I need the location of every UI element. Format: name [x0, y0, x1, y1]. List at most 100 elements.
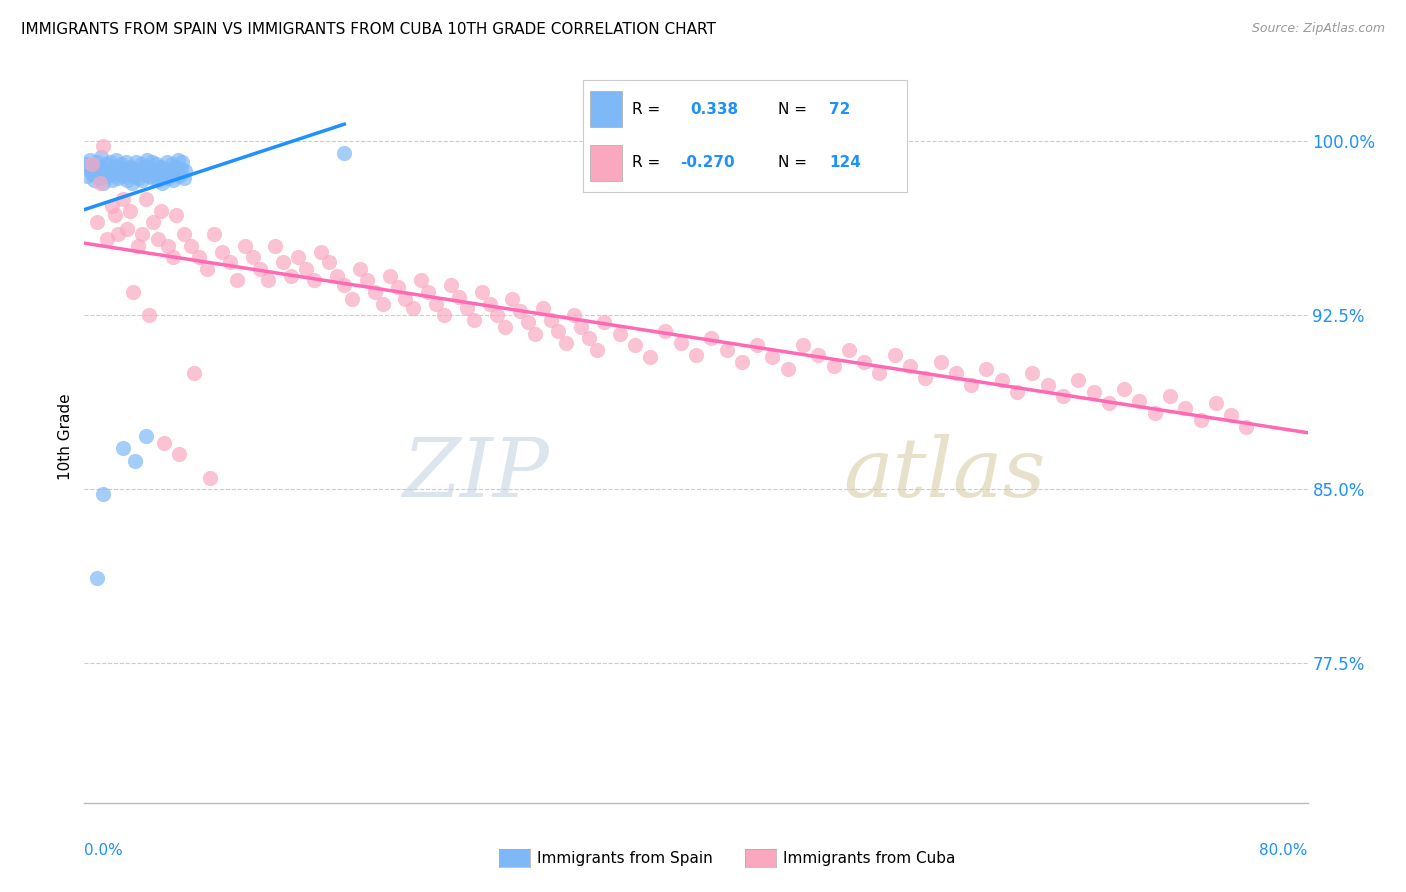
Point	[1174, 401, 1197, 415]
Text: ZIP: ZIP	[402, 434, 550, 514]
Point	[157, 238, 180, 252]
Point	[1052, 389, 1074, 403]
Point	[463, 313, 485, 327]
Point	[162, 250, 184, 264]
Point	[524, 326, 547, 341]
Point	[502, 292, 524, 306]
Point	[120, 160, 142, 174]
Point	[162, 173, 184, 187]
Point	[135, 192, 157, 206]
Point	[132, 167, 155, 181]
Point	[141, 155, 163, 169]
Point	[101, 173, 124, 187]
Point	[188, 250, 211, 264]
Point	[105, 153, 128, 167]
Point	[86, 155, 108, 169]
Point	[1234, 419, 1257, 434]
Point	[124, 454, 146, 468]
Point	[531, 301, 554, 316]
Text: N =: N =	[778, 102, 811, 117]
Point	[94, 157, 117, 171]
Point	[425, 296, 447, 310]
Point	[776, 361, 799, 376]
Point	[869, 366, 891, 380]
Point	[669, 336, 692, 351]
Point	[509, 303, 531, 318]
Point	[1036, 377, 1059, 392]
Point	[79, 153, 101, 167]
Point	[83, 173, 105, 187]
Point	[1205, 396, 1227, 410]
Point	[156, 155, 179, 169]
Point	[914, 371, 936, 385]
Point	[86, 570, 108, 584]
Point	[731, 354, 754, 368]
Point	[1083, 384, 1105, 399]
Point	[456, 301, 478, 316]
Point	[120, 203, 142, 218]
Point	[883, 348, 905, 362]
Point	[159, 164, 181, 178]
Point	[716, 343, 738, 357]
Point	[160, 157, 183, 171]
Point	[143, 164, 166, 178]
Point	[929, 354, 952, 368]
Point	[157, 171, 180, 186]
Point	[838, 343, 860, 357]
Point	[516, 315, 538, 329]
Point	[585, 343, 607, 357]
Point	[318, 254, 340, 268]
Point	[127, 238, 149, 252]
Point	[129, 157, 152, 171]
Point	[569, 319, 592, 334]
Point	[104, 208, 127, 222]
Point	[170, 161, 193, 176]
Point	[233, 238, 256, 252]
Point	[471, 285, 494, 299]
Point	[991, 373, 1014, 387]
Point	[1189, 412, 1212, 426]
Point	[447, 290, 470, 304]
Point	[654, 325, 676, 339]
Point	[609, 326, 631, 341]
Point	[976, 361, 998, 376]
Point	[173, 171, 195, 186]
Point	[122, 169, 145, 183]
Point	[111, 169, 134, 183]
Point	[135, 429, 157, 443]
Point	[325, 268, 347, 283]
Point	[1128, 394, 1150, 409]
Point	[139, 161, 162, 176]
Point	[1021, 366, 1043, 380]
Point	[150, 176, 173, 190]
Text: R =: R =	[633, 155, 665, 170]
Point	[1114, 383, 1136, 397]
Point	[135, 160, 157, 174]
Point	[84, 160, 107, 174]
Text: N =: N =	[778, 155, 811, 170]
Point	[146, 173, 169, 187]
Text: 72: 72	[830, 102, 851, 117]
Point	[149, 203, 172, 218]
Point	[124, 161, 146, 176]
Point	[115, 173, 138, 187]
Point	[107, 171, 129, 186]
Point	[211, 245, 233, 260]
Point	[638, 350, 661, 364]
Point	[115, 222, 138, 236]
Point	[96, 231, 118, 245]
Text: R =: R =	[633, 102, 665, 117]
Point	[107, 227, 129, 241]
Point	[311, 245, 333, 260]
Point	[174, 164, 197, 178]
Point	[167, 448, 190, 462]
Point	[125, 155, 148, 169]
Point	[685, 348, 707, 362]
Text: Source: ZipAtlas.com: Source: ZipAtlas.com	[1251, 22, 1385, 36]
Point	[264, 238, 287, 252]
Point	[945, 366, 967, 380]
Point	[110, 157, 132, 171]
Point	[624, 338, 647, 352]
Point	[142, 215, 165, 229]
Point	[257, 273, 280, 287]
